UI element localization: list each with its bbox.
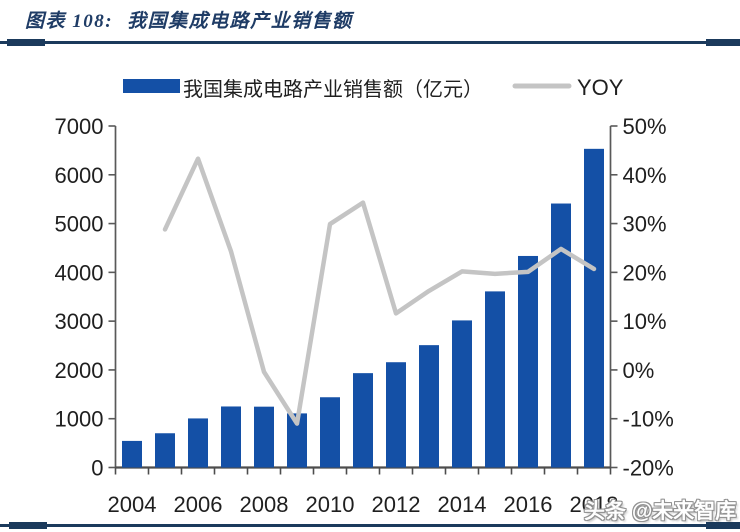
- y-right-label-50: 50%: [623, 114, 667, 139]
- top-rule-left-cap: [7, 39, 45, 46]
- legend-bar-swatch: [123, 79, 180, 93]
- y-left-label-3000: 3000: [55, 309, 104, 334]
- y-right-label-10: 10%: [623, 309, 667, 334]
- top-rule: [0, 41, 740, 44]
- y-right-label--20: -20%: [623, 456, 674, 481]
- x-label-2014: 2014: [438, 492, 487, 517]
- x-label-2012: 2012: [372, 492, 421, 517]
- y-left-label-1000: 1000: [55, 407, 104, 432]
- top-rule-right-cap: [706, 39, 740, 46]
- bar-2006: [188, 418, 208, 468]
- legend-yoy-label: YOY: [577, 75, 624, 100]
- y-right-label-0: 0%: [623, 358, 655, 383]
- x-label-2018: 2018: [570, 492, 619, 517]
- yoy-line-series: [162, 156, 597, 426]
- y-left-label-0: 0: [91, 456, 103, 481]
- y-left-label-7000: 7000: [55, 114, 104, 139]
- x-label-2004: 2004: [108, 492, 157, 517]
- bar-2014: [452, 320, 472, 468]
- figure-name: 我国集成电路产业销售额: [127, 11, 353, 32]
- yoy-line: [162, 156, 597, 426]
- bottom-rule-left-cap: [9, 522, 47, 529]
- x-label-2008: 2008: [240, 492, 289, 517]
- bar-2005: [155, 433, 175, 468]
- watermark: 头条 @未来智库: [584, 500, 737, 523]
- x-label-2010: 2010: [306, 492, 355, 517]
- bar-2004: [122, 440, 142, 468]
- legend-bars-label: 我国集成电路产业销售额（亿元）: [183, 78, 483, 101]
- y-right-label-30: 30%: [623, 212, 667, 237]
- sales-bars-series: [122, 148, 604, 468]
- y-right-label--10: -10%: [623, 407, 674, 432]
- y-right-label-40: 40%: [623, 163, 667, 188]
- bar-2008: [254, 406, 274, 468]
- bar-2007: [221, 406, 241, 468]
- bar-2010: [320, 397, 340, 468]
- x-label-2016: 2016: [504, 492, 553, 517]
- bottom-rule-right-cap: [706, 522, 740, 529]
- figure-number: 图表 108:: [25, 11, 114, 32]
- legend: 我国集成电路产业销售额（亿元） YOY: [123, 75, 624, 101]
- bar-2018: [584, 148, 604, 468]
- bar-2012: [386, 362, 406, 468]
- axes: 0 1000 2000 3000 4000 5000 6000 7000 -20% -10% 0% 1…: [55, 114, 674, 517]
- y-left-label-4000: 4000: [55, 260, 104, 285]
- bar-2013: [419, 345, 439, 468]
- bar-2015: [485, 291, 505, 468]
- y-left-label-2000: 2000: [55, 358, 104, 383]
- bar-2017: [551, 203, 571, 468]
- bottom-rule: [0, 524, 740, 527]
- y-left-label-5000: 5000: [55, 212, 104, 237]
- figure-title: 图表 108: 我国集成电路产业销售额: [25, 6, 353, 33]
- y-left-label-6000: 6000: [55, 163, 104, 188]
- bar-2009: [287, 413, 307, 468]
- bar-2011: [353, 373, 373, 468]
- bar-2016: [518, 255, 538, 468]
- x-label-2006: 2006: [174, 492, 223, 517]
- y-right-label-20: 20%: [623, 260, 667, 285]
